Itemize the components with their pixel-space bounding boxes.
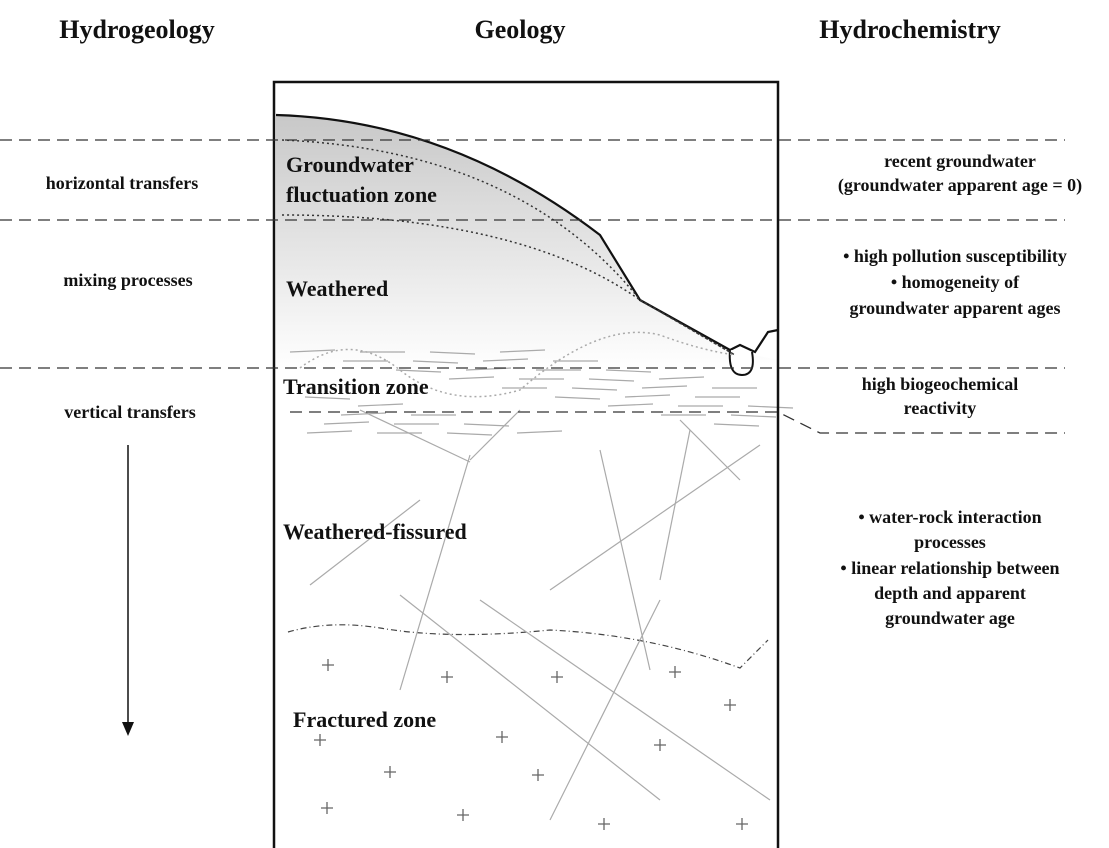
lamination [607,403,654,407]
plus [321,802,333,814]
fracture [399,594,661,801]
fracture [659,429,691,581]
header: Hydrochemistry [819,15,1001,44]
arrow-head [122,722,134,736]
plus [457,809,469,821]
lamination [446,432,493,436]
ground-surface [275,113,779,354]
chem-text: reactivity [904,398,977,418]
lamination [641,385,688,389]
plus [736,818,748,830]
plus [532,769,544,781]
chem-text: • homogeneity of [891,272,1020,292]
fracture-limit [287,624,769,669]
zone-label: Groundwater [286,152,414,177]
lamination [588,378,635,382]
fractures [289,349,794,821]
chem-text: • linear relationship between [840,558,1059,578]
fracture [359,409,471,463]
lamination [571,387,618,391]
zone-label: Fractured zone [293,707,436,732]
lamination [395,369,442,373]
lamination [730,414,777,418]
process-label: horizontal transfers [46,173,198,193]
fracture [549,444,761,591]
header: Geology [475,15,566,44]
lamination [306,430,353,434]
lamination [289,349,336,353]
water-table-high [281,139,736,356]
chem-text: (groundwater apparent age = 0) [838,175,1082,196]
plus [441,671,453,683]
lamination [713,423,760,427]
river [728,349,754,377]
geology-box [272,80,780,848]
chem-text: groundwater apparent ages [849,298,1060,318]
plus [654,739,666,751]
chem-text: groundwater age [885,608,1015,628]
fracture [479,599,771,801]
plus [598,818,610,830]
lamination [429,351,476,355]
fracture [599,449,651,671]
lamination [357,403,404,407]
lamination [499,349,546,353]
zone-label: fluctuation zone [286,182,437,207]
plus [551,671,563,683]
plus [314,734,326,746]
lamination [624,394,671,398]
chem-text: • water-rock interaction [858,507,1041,527]
chem-text: processes [914,532,986,552]
plus [384,766,396,778]
plus [669,666,681,678]
lamination [412,360,459,364]
fracture [469,409,521,461]
lamination [340,412,387,416]
chem-text: high biogeochemical [862,374,1019,394]
lamination [658,376,705,380]
chem-text: depth and apparent [874,583,1026,603]
zone-label: Weathered-fissured [283,519,467,544]
lamination [304,396,351,400]
water-table-low [281,214,736,356]
plus-symbols [314,659,748,830]
zone-label: Transition zone [283,374,429,399]
fracture [549,599,661,821]
boundary [290,411,1065,434]
plus [322,659,334,671]
chem-text: recent groundwater [884,151,1036,171]
weathered-area [276,115,778,370]
fracture [399,454,471,691]
chem-text: • high pollution susceptibility [843,246,1067,266]
lamination [323,421,370,425]
process-label: mixing processes [63,270,192,290]
fracture [309,499,421,586]
lamination [482,358,529,362]
zone-label: Weathered [286,276,388,301]
header: Hydrogeology [59,15,215,44]
lamination [448,376,495,380]
lamination [554,396,601,400]
plus [496,731,508,743]
lamination [605,369,652,373]
plus [724,699,736,711]
transition-top [299,331,736,398]
lamination [747,405,794,409]
lamination [516,430,563,434]
lamination [463,423,510,427]
process-label: vertical transfers [64,402,195,422]
fracture [679,419,741,481]
